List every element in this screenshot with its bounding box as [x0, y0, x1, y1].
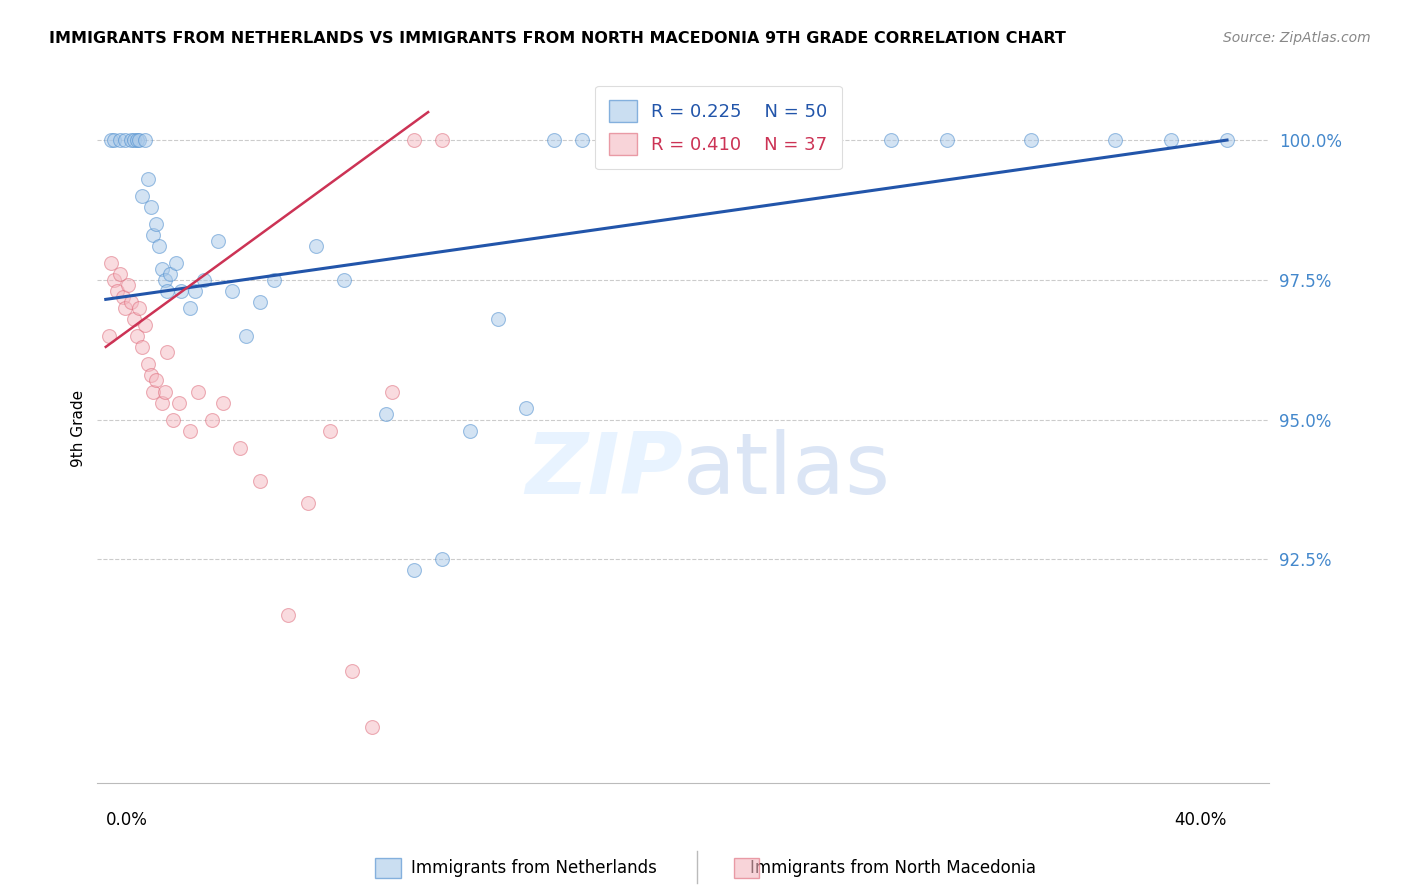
Point	[145, 373, 167, 387]
Text: 40.0%: 40.0%	[1174, 811, 1227, 829]
Point	[249, 474, 271, 488]
Point	[277, 608, 299, 623]
Point	[768, 133, 790, 147]
Point	[117, 278, 139, 293]
Point	[159, 267, 181, 281]
Point	[1216, 133, 1239, 147]
Point	[131, 189, 153, 203]
Point	[142, 384, 165, 399]
Point	[655, 133, 678, 147]
Point	[153, 384, 176, 399]
Point	[150, 261, 173, 276]
Point	[128, 301, 150, 315]
Point	[184, 284, 207, 298]
Point	[515, 401, 537, 416]
Point	[105, 284, 128, 298]
Text: ZIP: ZIP	[526, 429, 683, 512]
Point	[108, 133, 131, 147]
Text: IMMIGRANTS FROM NETHERLANDS VS IMMIGRANTS FROM NORTH MACEDONIA 9TH GRADE CORRELA: IMMIGRANTS FROM NETHERLANDS VS IMMIGRANT…	[49, 31, 1066, 46]
Point	[935, 133, 957, 147]
Point	[179, 301, 201, 315]
Point	[128, 133, 150, 147]
Point	[120, 295, 142, 310]
Point	[179, 424, 201, 438]
Point	[131, 340, 153, 354]
Point	[381, 384, 404, 399]
Point	[824, 133, 846, 147]
Point	[571, 133, 593, 147]
Point	[342, 664, 364, 678]
Point	[156, 345, 179, 359]
Point	[187, 384, 209, 399]
Point	[229, 441, 252, 455]
Text: Immigrants from North Macedonia: Immigrants from North Macedonia	[749, 859, 1036, 877]
Point	[134, 318, 156, 332]
Point	[1104, 133, 1126, 147]
Point	[212, 396, 235, 410]
Text: 0.0%: 0.0%	[105, 811, 148, 829]
Point	[167, 396, 190, 410]
Point	[125, 328, 148, 343]
Point	[142, 228, 165, 243]
Point	[333, 273, 356, 287]
Point	[114, 301, 136, 315]
Point	[145, 217, 167, 231]
Point	[543, 133, 565, 147]
Point	[134, 133, 156, 147]
Point	[486, 312, 509, 326]
Point	[100, 256, 122, 270]
Point	[111, 289, 134, 303]
Point	[404, 133, 426, 147]
Point	[249, 295, 271, 310]
Point	[148, 239, 170, 253]
Point	[122, 312, 145, 326]
Point	[122, 133, 145, 147]
Point	[108, 267, 131, 281]
Point	[153, 273, 176, 287]
Point	[97, 328, 120, 343]
Point	[207, 234, 229, 248]
Point	[114, 133, 136, 147]
Point	[139, 368, 162, 382]
Point	[1019, 133, 1042, 147]
Point	[193, 273, 215, 287]
Point	[430, 552, 453, 566]
Legend: R = 0.225    N = 50, R = 0.410    N = 37: R = 0.225 N = 50, R = 0.410 N = 37	[595, 86, 842, 169]
Point	[103, 133, 125, 147]
Point	[319, 424, 342, 438]
Point	[125, 133, 148, 147]
Point	[297, 496, 319, 510]
Point	[103, 273, 125, 287]
Point	[136, 357, 159, 371]
Y-axis label: 9th Grade: 9th Grade	[72, 390, 86, 467]
Point	[156, 284, 179, 298]
Text: Immigrants from Netherlands: Immigrants from Netherlands	[412, 859, 657, 877]
Point	[170, 284, 193, 298]
Point	[162, 412, 184, 426]
Point	[1160, 133, 1182, 147]
Point	[375, 407, 398, 421]
Point	[430, 133, 453, 147]
Point	[235, 328, 257, 343]
Point	[201, 412, 224, 426]
Point	[404, 564, 426, 578]
Point	[711, 133, 734, 147]
Point	[361, 720, 384, 734]
Point	[879, 133, 901, 147]
Point	[263, 273, 285, 287]
Point	[221, 284, 243, 298]
Point	[305, 239, 328, 253]
Point	[599, 133, 621, 147]
Point	[100, 133, 122, 147]
Point	[136, 172, 159, 186]
Point	[458, 424, 481, 438]
Text: atlas: atlas	[683, 429, 891, 512]
Point	[120, 133, 142, 147]
Point	[139, 200, 162, 214]
Point	[165, 256, 187, 270]
Point	[150, 396, 173, 410]
Text: Source: ZipAtlas.com: Source: ZipAtlas.com	[1223, 31, 1371, 45]
